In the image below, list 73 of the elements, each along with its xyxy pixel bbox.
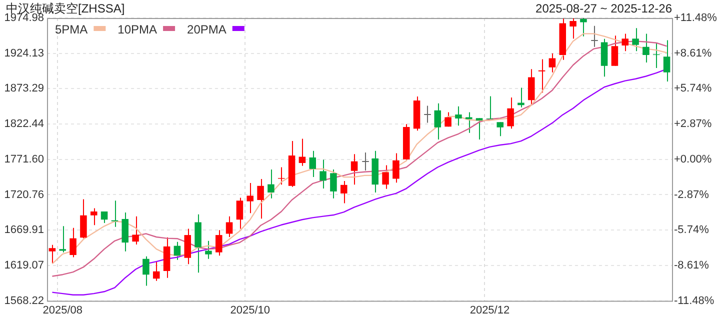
y2-tick-label: -11.48% — [674, 294, 714, 307]
y-tick-label: 1873.29 — [4, 82, 44, 95]
candlestick — [465, 112, 472, 134]
y2-tick-label: +11.48% — [674, 12, 718, 24]
y2-tick-label: -5.74% — [674, 224, 710, 236]
candlestick — [174, 241, 181, 260]
candlestick — [528, 68, 535, 106]
candlestick — [570, 18, 576, 40]
y2-tick-label: +2.87% — [674, 118, 712, 130]
candlestick — [90, 208, 98, 226]
x-tick-label: 2025/10 — [230, 304, 270, 316]
candlestick — [548, 52, 556, 73]
candlestick — [226, 216, 233, 238]
candlestick — [268, 169, 274, 199]
candlestick — [622, 33, 629, 52]
y2-tick-label: -8.61% — [674, 259, 710, 272]
candlestick — [215, 230, 222, 256]
chart-subtitle: 2025-08-27 ~ 2025-12-26 — [536, 1, 672, 16]
y2-tick-label: +5.74% — [674, 82, 712, 95]
candlestick — [70, 227, 76, 258]
y2-tick-label: -2.87% — [674, 188, 710, 201]
candlestick — [382, 164, 389, 190]
candlestick — [507, 97, 514, 130]
candlestick — [340, 180, 348, 204]
candlestick — [80, 198, 87, 239]
candlestick — [298, 138, 306, 166]
candlestick — [611, 35, 618, 66]
candlestick — [590, 25, 598, 48]
y-tick-label: 1924.13 — [4, 47, 44, 60]
candlestick — [496, 122, 504, 137]
y-tick-label: 1771.60 — [4, 153, 44, 166]
candlestick — [111, 200, 118, 228]
candlestick — [309, 150, 316, 178]
candlestick — [350, 154, 358, 186]
candlestick — [642, 33, 650, 64]
y-tick-label: 1720.76 — [4, 188, 44, 201]
x-tick-label: 2025/12 — [470, 304, 510, 316]
candlestick — [330, 169, 337, 199]
y-tick-label: 1568.22 — [4, 294, 44, 307]
candlestick — [538, 58, 546, 94]
y-tick-label: 1619.07 — [4, 259, 44, 272]
candlestick — [246, 182, 254, 214]
candlestick — [392, 152, 400, 184]
candlestick — [362, 152, 370, 172]
y2-tick-label: +0.00% — [674, 153, 712, 166]
candlestick — [518, 87, 524, 108]
candlestick — [257, 178, 264, 220]
legend-label: 10PMA — [118, 22, 158, 36]
legend-label: 5PMA — [55, 22, 88, 36]
candlestick — [132, 216, 139, 245]
candlestick — [444, 112, 452, 128]
candlestick — [476, 118, 483, 140]
candlestick — [59, 226, 66, 253]
candlestick — [152, 260, 160, 282]
candlestick — [455, 106, 462, 126]
y-tick-label: 1669.91 — [4, 224, 44, 236]
candlestick — [632, 28, 639, 52]
y-tick-label: 1822.44 — [4, 118, 44, 130]
y2-tick-label: +8.61% — [674, 47, 712, 60]
candlestick — [48, 244, 56, 264]
candlestick — [600, 38, 608, 78]
candlestick — [142, 256, 150, 286]
x-tick-label: 2025/08 — [42, 304, 83, 316]
candlestick — [122, 212, 129, 252]
candlestick — [205, 240, 212, 260]
candlestick — [424, 105, 432, 124]
legend-label: 20PMA — [187, 22, 226, 36]
candlestick — [320, 159, 326, 190]
candlestick — [580, 18, 587, 37]
candlestick — [184, 228, 192, 265]
candlestick — [663, 40, 670, 82]
candlestick — [434, 102, 442, 140]
candlestick — [236, 197, 244, 230]
